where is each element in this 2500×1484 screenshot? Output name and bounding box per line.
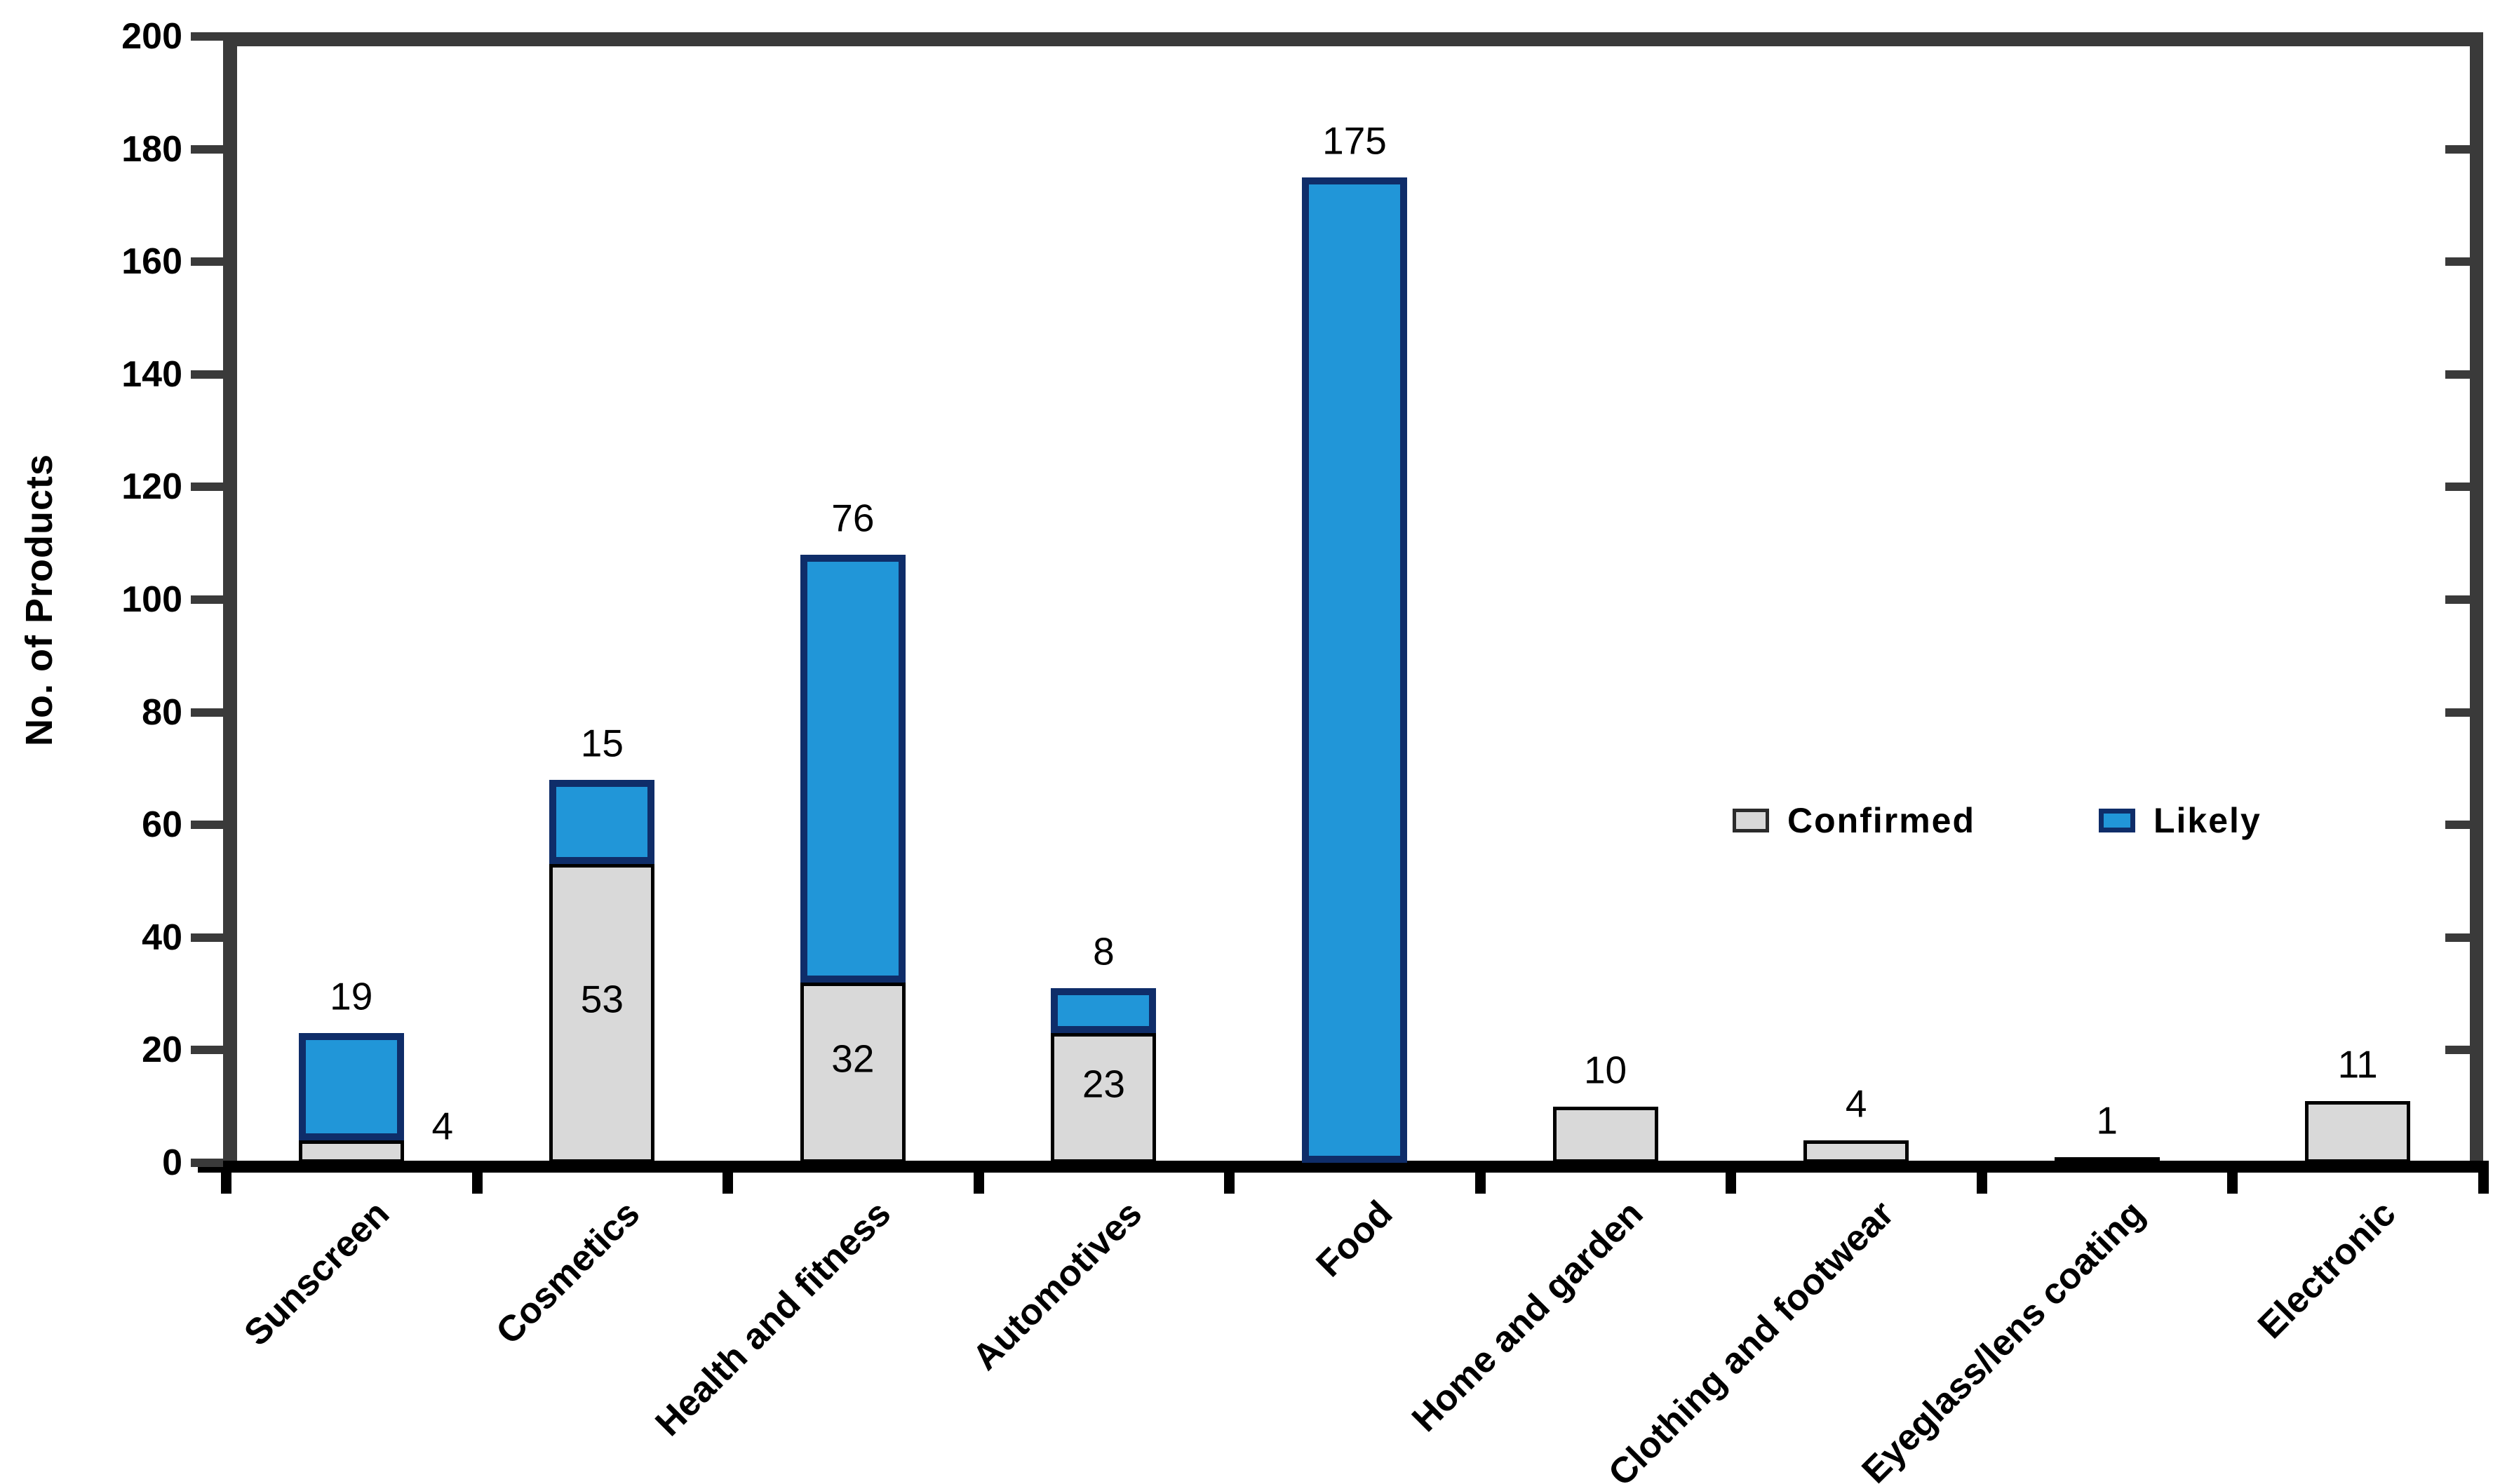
legend-swatch-likely xyxy=(2099,809,2135,832)
x-axis-tick xyxy=(2227,1172,2238,1194)
bar-segment-confirmed xyxy=(1803,1140,1909,1163)
x-axis-tick xyxy=(1976,1172,1987,1194)
x-axis-tick xyxy=(723,1172,734,1194)
confirmed-value-label: 1 xyxy=(2096,1098,2118,1142)
confirmed-value-label: 11 xyxy=(2337,1042,2378,1086)
x-axis-label: Cosmetics xyxy=(488,1193,648,1353)
right-axis-tick xyxy=(2445,933,2471,942)
bar-segment-confirmed xyxy=(1552,1106,1658,1163)
bar-segment-confirmed xyxy=(298,1140,404,1163)
y-axis-tick-label: 140 xyxy=(121,353,182,395)
y-axis-tick xyxy=(191,595,223,604)
confirmed-value-label: 23 xyxy=(1082,1062,1126,1106)
y-axis-tick xyxy=(191,483,223,492)
x-axis-tick xyxy=(221,1172,231,1194)
plot-border-right xyxy=(2470,32,2483,1163)
legend-swatch-confirmed xyxy=(1733,809,1769,832)
x-axis-label: Electronic xyxy=(2250,1193,2404,1347)
legend-item-confirmed: Confirmed xyxy=(1733,800,1975,841)
y-axis-tick-label: 40 xyxy=(142,917,182,958)
right-axis-tick xyxy=(2445,708,2471,717)
x-axis-tick xyxy=(1474,1172,1486,1194)
x-axis-label: Automotives xyxy=(965,1193,1150,1378)
y-axis-tick xyxy=(191,32,223,41)
y-axis-tick-label: 0 xyxy=(162,1142,182,1183)
bar-segment-likely xyxy=(298,1033,404,1140)
y-axis-tick xyxy=(191,370,223,379)
y-axis-tick xyxy=(191,933,223,942)
right-axis-tick xyxy=(2445,370,2471,379)
bar-segment-confirmed xyxy=(2054,1156,2160,1164)
y-axis-tick xyxy=(191,1159,223,1167)
x-axis-tick xyxy=(1224,1172,1235,1194)
confirmed-value-label: 53 xyxy=(580,977,624,1021)
y-axis-tick-label: 80 xyxy=(142,692,182,733)
y-axis-tick xyxy=(191,821,223,830)
right-axis-tick xyxy=(2445,483,2471,492)
right-axis-tick xyxy=(2445,821,2471,830)
confirmed-value-label: 4 xyxy=(431,1104,454,1148)
x-axis-tick xyxy=(2478,1172,2489,1194)
legend-label-confirmed: Confirmed xyxy=(1787,801,1975,840)
confirmed-value-label: 10 xyxy=(1583,1048,1627,1092)
bar-segment-likely xyxy=(1051,988,1157,1034)
right-axis-tick xyxy=(2445,144,2471,154)
x-axis-label: Sunscreen xyxy=(236,1193,398,1354)
likely-value-label: 175 xyxy=(1322,119,1387,163)
legend-label-likely: Likely xyxy=(2153,801,2262,840)
bar-segment-confirmed xyxy=(549,864,655,1163)
x-axis-label: Food xyxy=(1308,1193,1401,1286)
confirmed-value-label: 32 xyxy=(831,1037,875,1081)
y-axis-tick xyxy=(191,144,223,154)
y-axis-tick-label: 180 xyxy=(121,128,182,170)
y-axis-tick-label: 160 xyxy=(121,241,182,283)
bar-segment-likely xyxy=(1302,177,1407,1163)
likely-value-label: 8 xyxy=(1093,929,1115,973)
confirmed-value-label: 4 xyxy=(1845,1081,1867,1126)
y-axis-tick-label: 20 xyxy=(142,1030,182,1071)
x-axis-tick xyxy=(471,1172,483,1194)
x-axis-tick xyxy=(1726,1172,1737,1194)
right-axis-tick xyxy=(2445,595,2471,604)
plot-border-top xyxy=(223,32,2483,46)
bar-segment-confirmed xyxy=(800,983,906,1163)
y-axis-tick-label: 200 xyxy=(121,16,182,57)
likely-value-label: 76 xyxy=(831,496,875,540)
x-axis-label: Health and fitness xyxy=(647,1193,899,1445)
y-axis-tick xyxy=(191,257,223,267)
likely-value-label: 19 xyxy=(330,974,373,1018)
legend: Confirmed Likely xyxy=(1733,796,2262,845)
bar-segment-likely xyxy=(800,554,906,983)
x-axis-label: Clothing and footwear xyxy=(1601,1193,1902,1484)
likely-value-label: 15 xyxy=(580,721,624,765)
bar-segment-confirmed xyxy=(2305,1100,2411,1163)
right-axis-tick xyxy=(2445,257,2471,267)
y-axis-tick-label: 100 xyxy=(121,579,182,620)
x-axis-label: Eyeglass/lens coating xyxy=(1854,1193,2153,1484)
right-axis-tick xyxy=(2445,1046,2471,1055)
bar-segment-likely xyxy=(549,779,655,865)
legend-item-likely: Likely xyxy=(2099,800,2262,841)
x-axis-line xyxy=(198,1161,2489,1173)
bar-segment-confirmed xyxy=(1051,1033,1157,1163)
y-axis-tick-label: 120 xyxy=(121,466,182,508)
y-axis-tick xyxy=(191,1046,223,1055)
y-axis-tick xyxy=(191,708,223,717)
y-axis-tick-label: 60 xyxy=(142,804,182,846)
y-axis-line xyxy=(223,32,237,1163)
x-axis-label: Home and garden xyxy=(1404,1193,1651,1440)
x-axis-tick xyxy=(973,1172,984,1194)
